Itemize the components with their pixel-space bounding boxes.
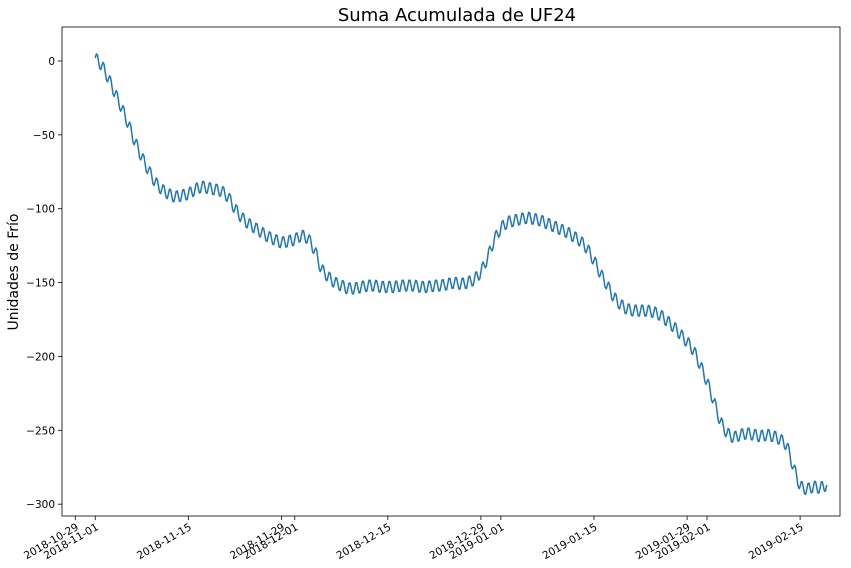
y-tick-label: −50 bbox=[33, 130, 55, 142]
plot-area bbox=[61, 26, 841, 517]
y-axis-label: Unidades de Frío bbox=[6, 214, 22, 331]
x-tick-label: 2019-01-15 bbox=[541, 521, 600, 562]
y-tick-label: −250 bbox=[26, 425, 55, 437]
x-tick-label: 2018-12-15 bbox=[334, 521, 393, 562]
y-tick-label: −100 bbox=[26, 204, 55, 216]
chart-title: Suma Acumulada de UF24 bbox=[338, 5, 576, 26]
y-tick-label: −150 bbox=[26, 278, 55, 290]
x-tick-label: 2019-02-15 bbox=[747, 521, 806, 562]
series-line bbox=[94, 53, 828, 496]
series-layer bbox=[94, 53, 828, 496]
y-tick-label: 0 bbox=[48, 56, 55, 68]
x-tick-label: 2018-11-15 bbox=[135, 521, 194, 562]
y-axis: 0 −50 −100 −150 −200 −250 −300 bbox=[26, 56, 62, 511]
y-tick-label: −200 bbox=[26, 351, 55, 363]
y-tick-label: −300 bbox=[26, 499, 55, 511]
